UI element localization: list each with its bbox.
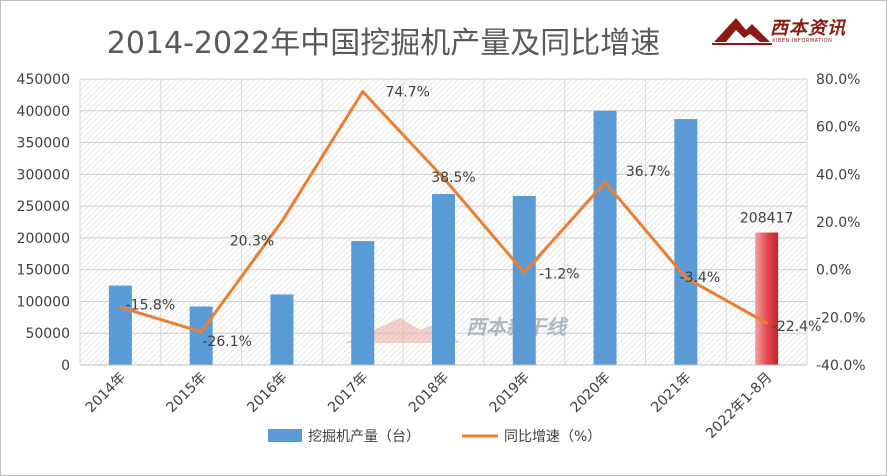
x-tick-label: 2018年 (406, 370, 452, 416)
bar-2021年 (674, 119, 698, 365)
legend-bar-swatch (268, 429, 302, 442)
line-point-2017年 (361, 90, 365, 94)
line-data-label: -3.4% (680, 270, 721, 286)
y-left-tick-label: 50000 (25, 326, 70, 342)
line-data-label: 74.7% (385, 85, 429, 101)
bar-2016年 (270, 294, 294, 365)
x-tick-label: 2014年 (83, 370, 129, 416)
y-right-tick-label: -20.0% (816, 310, 866, 326)
bar-data-label: 208417 (740, 211, 793, 227)
y-left-tick-label: 150000 (17, 263, 70, 279)
bar-2022年1-8月 (755, 232, 779, 365)
x-tick-label: 2016年 (244, 370, 290, 416)
bar-2018年 (432, 194, 455, 365)
y-right-tick-label: 60.0% (816, 120, 860, 136)
x-tick-label: 2017年 (325, 370, 371, 416)
logo-mountain-icon (712, 18, 772, 45)
bar-2015年 (189, 306, 213, 365)
line-point-2019年 (522, 271, 526, 275)
line-point-2016年 (280, 219, 284, 223)
line-point-2015年 (199, 330, 203, 334)
chart-title: 2014-2022年中国挖掘机产量及同比增速 (106, 26, 661, 61)
y-right-tick-label: 40.0% (816, 167, 860, 183)
line-point-2021年 (684, 276, 688, 280)
bar-2014年 (108, 285, 132, 365)
logo-text: 西本资讯 (770, 18, 846, 39)
y-right-tick-label: 0.0% (816, 263, 852, 279)
line-point-2022年1-8月 (765, 321, 769, 325)
y-left-tick-label: 0 (61, 358, 70, 374)
legend-bar-label: 挖掘机产量（台） (308, 429, 420, 445)
y-left-tick-label: 350000 (17, 136, 70, 152)
y-left-tick-label: 300000 (17, 167, 70, 183)
x-tick-label: 2021年 (648, 370, 694, 416)
y-left-tick-label: 200000 (17, 231, 70, 247)
x-tick-label: 2015年 (164, 370, 210, 416)
line-data-label: -26.1% (202, 334, 252, 350)
logo-subtext: XIBEN INFORMATION (772, 38, 833, 44)
y-left-tick-label: 100000 (17, 294, 70, 310)
line-data-label: -15.8% (126, 297, 176, 313)
line-point-2018年 (442, 176, 445, 180)
y-right-tick-label: 20.0% (816, 215, 860, 231)
y-right-tick-label: -40.0% (816, 358, 866, 374)
x-tick-label: 2019年 (487, 370, 533, 416)
line-data-label: -1.2% (539, 267, 580, 283)
x-tick-label: 2022年1-8月 (703, 370, 775, 442)
line-point-2020年 (603, 180, 607, 184)
brand-logo: 西本资讯 XIBEN INFORMATION (712, 8, 882, 50)
y-left-tick-label: 450000 (17, 72, 70, 88)
bar-2019年 (512, 195, 536, 365)
line-data-label: 36.7% (626, 164, 670, 180)
bar-2020年 (593, 110, 617, 366)
y-left-tick-label: 250000 (17, 199, 70, 215)
line-data-label: 38.5% (431, 170, 475, 186)
y-left-tick-label: 400000 (17, 104, 70, 120)
line-point-2014年 (118, 305, 122, 309)
y-right-tick-label: 80.0% (816, 72, 860, 88)
bar-2017年 (351, 241, 375, 365)
legend-line-label: 同比增速（%） (504, 429, 601, 445)
line-data-label: -22.4% (772, 319, 822, 335)
x-tick-label: 2020年 (567, 370, 613, 416)
line-data-label: 20.3% (230, 233, 274, 249)
